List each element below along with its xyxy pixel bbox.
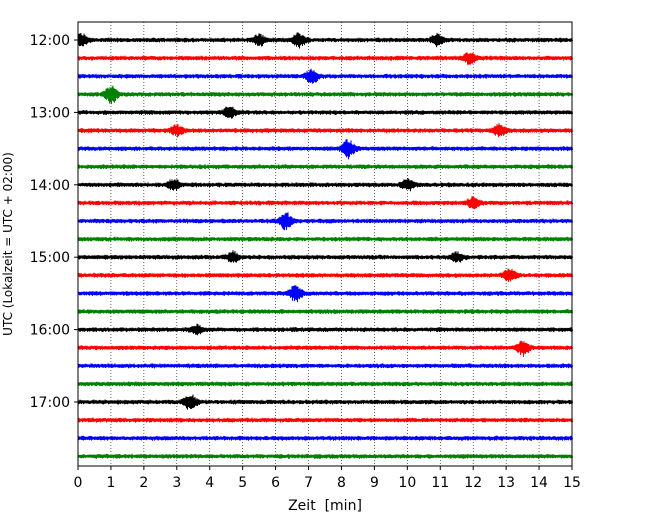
trace-row-1600 bbox=[77, 323, 573, 336]
x-tick-label: 14 bbox=[530, 475, 548, 491]
x-tick-label: 5 bbox=[238, 475, 247, 491]
x-tick-label: 0 bbox=[74, 475, 83, 491]
x-axis-title: Zeit [min] bbox=[288, 498, 362, 514]
trace-row-1345 bbox=[77, 164, 573, 170]
trace-row-1200 bbox=[77, 32, 573, 49]
x-tick-label: 8 bbox=[337, 475, 346, 491]
trace-row-1215 bbox=[77, 52, 573, 65]
trace-row-1415 bbox=[77, 195, 573, 210]
x-axis-ticks: 0 1 2 3 4 5 6 7 8 9 10 11 12 13 14 15 bbox=[74, 466, 581, 491]
x-tick-label: 9 bbox=[370, 475, 379, 491]
y-axis-title: UTC (Lokalzeit = UTC + 02:00) bbox=[1, 152, 15, 336]
x-tick-label: 11 bbox=[431, 475, 449, 491]
x-tick-label: 13 bbox=[497, 475, 515, 491]
grid-lines bbox=[110, 22, 540, 466]
trace-row-1615 bbox=[77, 340, 573, 357]
trace-row-1230 bbox=[77, 68, 573, 84]
x-tick-label: 3 bbox=[172, 475, 181, 491]
plot-frame bbox=[77, 21, 573, 467]
trace-lines bbox=[77, 32, 573, 459]
x-tick-label: 7 bbox=[304, 475, 313, 491]
trace-row-1730 bbox=[77, 435, 573, 441]
x-tick-label: 2 bbox=[139, 475, 148, 491]
x-tick-label: 1 bbox=[106, 475, 115, 491]
y-tick-label: 17:00 bbox=[30, 395, 70, 411]
y-tick-label: 12:00 bbox=[30, 33, 70, 49]
trace-row-1745 bbox=[77, 453, 573, 459]
y-tick-label: 14:00 bbox=[30, 178, 70, 194]
trace-row-1400 bbox=[77, 177, 573, 192]
trace-row-1445 bbox=[77, 236, 573, 242]
trace-row-1700 bbox=[77, 394, 573, 410]
y-tick-label: 16:00 bbox=[30, 323, 70, 339]
trace-row-1530 bbox=[77, 284, 573, 303]
trace-row-1330 bbox=[77, 138, 573, 160]
x-tick-label: 4 bbox=[205, 475, 214, 491]
trace-row-1500 bbox=[77, 250, 573, 263]
trace-row-1545 bbox=[77, 308, 573, 315]
y-axis-ticks: 12:00 13:00 14:00 15:00 16:00 17:00 bbox=[30, 33, 78, 411]
y-tick-label: 15:00 bbox=[30, 250, 70, 266]
y-tick-label: 13:00 bbox=[30, 105, 70, 121]
trace-row-1515 bbox=[77, 268, 573, 282]
x-tick-label: 12 bbox=[464, 475, 482, 491]
x-tick-label: 6 bbox=[271, 475, 280, 491]
trace-row-1715 bbox=[77, 417, 573, 423]
x-tick-label: 10 bbox=[398, 475, 416, 491]
trace-row-1245 bbox=[77, 85, 573, 105]
trace-row-1430 bbox=[77, 212, 573, 231]
x-tick-label: 15 bbox=[563, 475, 581, 491]
trace-row-1630 bbox=[77, 363, 573, 369]
trace-row-1645 bbox=[77, 381, 573, 387]
trace-row-1300 bbox=[77, 106, 573, 119]
trace-row-1315 bbox=[77, 122, 573, 138]
